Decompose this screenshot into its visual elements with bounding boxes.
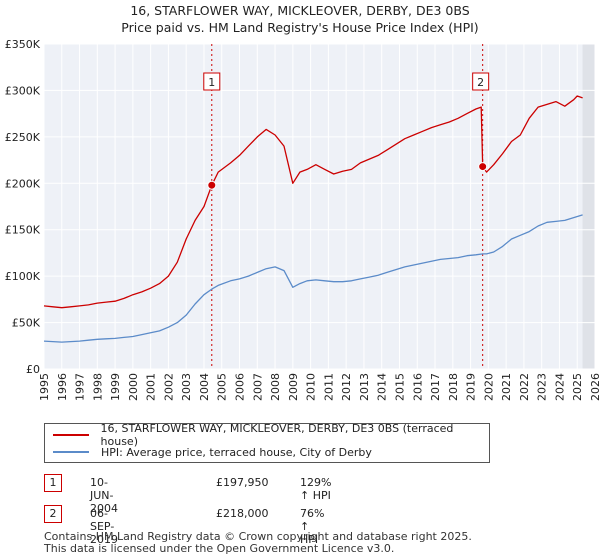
plot-area	[44, 44, 595, 369]
chart-subtitle: Price paid vs. HM Land Registry's House …	[121, 20, 479, 35]
x-tick-label: 1995	[38, 373, 51, 401]
transaction-price: £197,950	[216, 476, 269, 489]
x-tick-label: 2024	[553, 373, 566, 401]
transaction-hpi-change: 76% ↑ HPI	[300, 507, 325, 546]
y-tick-label: £300K	[5, 84, 41, 97]
x-tick-label: 2022	[518, 373, 531, 401]
x-tick-label: 2014	[376, 373, 389, 401]
price-chart: £0 £50K £100K £150K £200K £250K £300K £350K 1995…	[5, 38, 600, 401]
legend-item-property: 16, STARFLOWER WAY, MICKLEOVER, DERBY, D…	[53, 422, 489, 448]
transaction-hpi-change: 129% ↑ HPI	[300, 476, 332, 502]
x-tick-label: 1998	[91, 373, 104, 401]
y-tick-label: £150K	[5, 224, 41, 237]
y-tick-label: £200K	[5, 177, 41, 190]
x-tick-label: 2008	[269, 373, 282, 401]
footer-copyright: Contains HM Land Registry data © Crown c…	[44, 530, 472, 543]
x-tick-label: 2026	[589, 373, 600, 401]
y-tick-label: £0	[26, 363, 40, 376]
x-tick-label: 2019	[465, 373, 478, 401]
x-tick-label: 2009	[287, 373, 300, 401]
x-tick-label: 1997	[74, 373, 87, 401]
legend-swatch-hpi	[53, 451, 89, 453]
sale-badge-box	[472, 72, 490, 91]
forecast-region	[582, 44, 595, 369]
x-tick-label: 2001	[145, 373, 158, 401]
legend: 16, STARFLOWER WAY, MICKLEOVER, DERBY, D…	[44, 422, 490, 463]
x-tick-label: 2017	[429, 373, 442, 401]
y-tick-label: £250K	[5, 131, 41, 144]
x-tick-label: 2010	[305, 373, 318, 401]
chart-title: 16, STARFLOWER WAY, MICKLEOVER, DERBY, D…	[130, 3, 470, 18]
x-tick-label: 1996	[56, 373, 69, 401]
legend-item-hpi: HPI: Average price, terraced house, City…	[53, 444, 372, 460]
sale-point	[207, 180, 217, 190]
series-line-property	[43, 95, 583, 309]
x-tick-label: 2021	[500, 373, 513, 401]
x-tick-label: 2000	[127, 373, 140, 401]
footer-licence: This data is licensed under the Open Gov…	[44, 542, 395, 555]
x-tick-label: 2002	[162, 373, 175, 401]
x-tick-label: 2005	[216, 373, 229, 401]
x-tick-label: 2020	[482, 373, 495, 401]
x-tick-label: 1999	[109, 373, 122, 401]
x-tick-label: 2006	[234, 373, 247, 401]
x-tick-label: 2013	[358, 373, 371, 401]
x-tick-label: 2025	[571, 373, 584, 401]
y-tick-label: £100K	[5, 270, 41, 283]
transaction-price: £218,000	[216, 507, 269, 520]
y-tick-label: £50K	[12, 317, 41, 330]
x-tick-label: 2023	[536, 373, 549, 401]
legend-label-property: 16, STARFLOWER WAY, MICKLEOVER, DERBY, D…	[100, 422, 454, 448]
x-tick-label: 2011	[322, 373, 335, 401]
x-tick-label: 2003	[180, 373, 193, 401]
x-tick-label: 2015	[393, 373, 406, 401]
series-line-hpi	[43, 214, 583, 343]
legend-swatch-property	[53, 434, 89, 436]
sale-badge-label: 2	[477, 76, 484, 89]
x-tick-label: 2012	[340, 373, 353, 401]
x-tick-label: 2018	[447, 373, 460, 401]
x-tick-label: 2004	[198, 373, 211, 401]
sale-point	[478, 162, 488, 172]
transaction-date: 06-SEP-2019	[90, 507, 118, 546]
transaction-badge: 2	[44, 505, 62, 523]
legend-label-hpi: HPI: Average price, terraced house, City…	[101, 445, 372, 459]
transaction-badge: 1	[44, 474, 62, 492]
y-tick-label: £350K	[5, 38, 41, 51]
sale-badge-label: 1	[208, 76, 215, 89]
x-tick-label: 2007	[251, 373, 264, 401]
transaction-date: 10-JUN-2004	[90, 476, 118, 515]
x-tick-label: 2016	[411, 373, 424, 401]
sale-badge-box	[203, 72, 221, 91]
